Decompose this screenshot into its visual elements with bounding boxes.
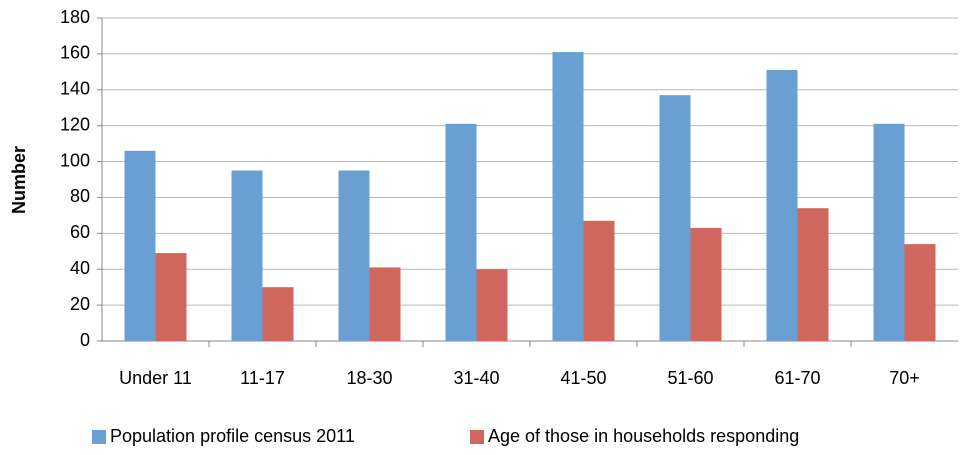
x-tick-label: 18-30 (346, 368, 392, 388)
bar (476, 269, 508, 341)
y-tick-label: 20 (70, 294, 90, 314)
bar (583, 220, 615, 341)
y-tick-label: 0 (80, 330, 90, 350)
legend-swatch (470, 430, 484, 444)
bar (659, 95, 691, 342)
y-tick-label: 160 (60, 43, 90, 63)
bar (690, 227, 722, 341)
y-tick-label: 120 (60, 114, 90, 134)
x-tick-label: 70+ (889, 368, 920, 388)
y-tick-label: 140 (60, 79, 90, 99)
bar (797, 208, 829, 341)
bar (766, 70, 798, 342)
bar (124, 150, 156, 341)
x-tick-label: Under 11 (119, 368, 192, 388)
bar (231, 170, 263, 341)
bar (904, 244, 936, 341)
y-axis-label: Number (9, 146, 29, 214)
bar (873, 123, 905, 341)
x-tick-label: 11-17 (240, 368, 285, 388)
y-tick-label: 60 (70, 222, 90, 242)
y-tick-label: 40 (70, 258, 90, 278)
legend-label: Population profile census 2011 (110, 426, 355, 446)
bar (445, 123, 477, 341)
legend-label: Age of those in households responding (488, 426, 799, 446)
x-tick-label: 41-50 (560, 368, 606, 388)
x-tick-label: 31-40 (453, 368, 499, 388)
x-tick-label: 61-70 (774, 368, 820, 388)
y-tick-label: 80 (70, 186, 90, 206)
bar (338, 170, 370, 341)
bar (369, 267, 401, 341)
x-tick-label: 51-60 (667, 368, 713, 388)
y-tick-label: 180 (60, 7, 90, 27)
bar (552, 52, 584, 341)
y-tick-label: 100 (60, 150, 90, 170)
bar (262, 287, 294, 341)
bar (155, 253, 187, 341)
legend-swatch (92, 430, 106, 444)
